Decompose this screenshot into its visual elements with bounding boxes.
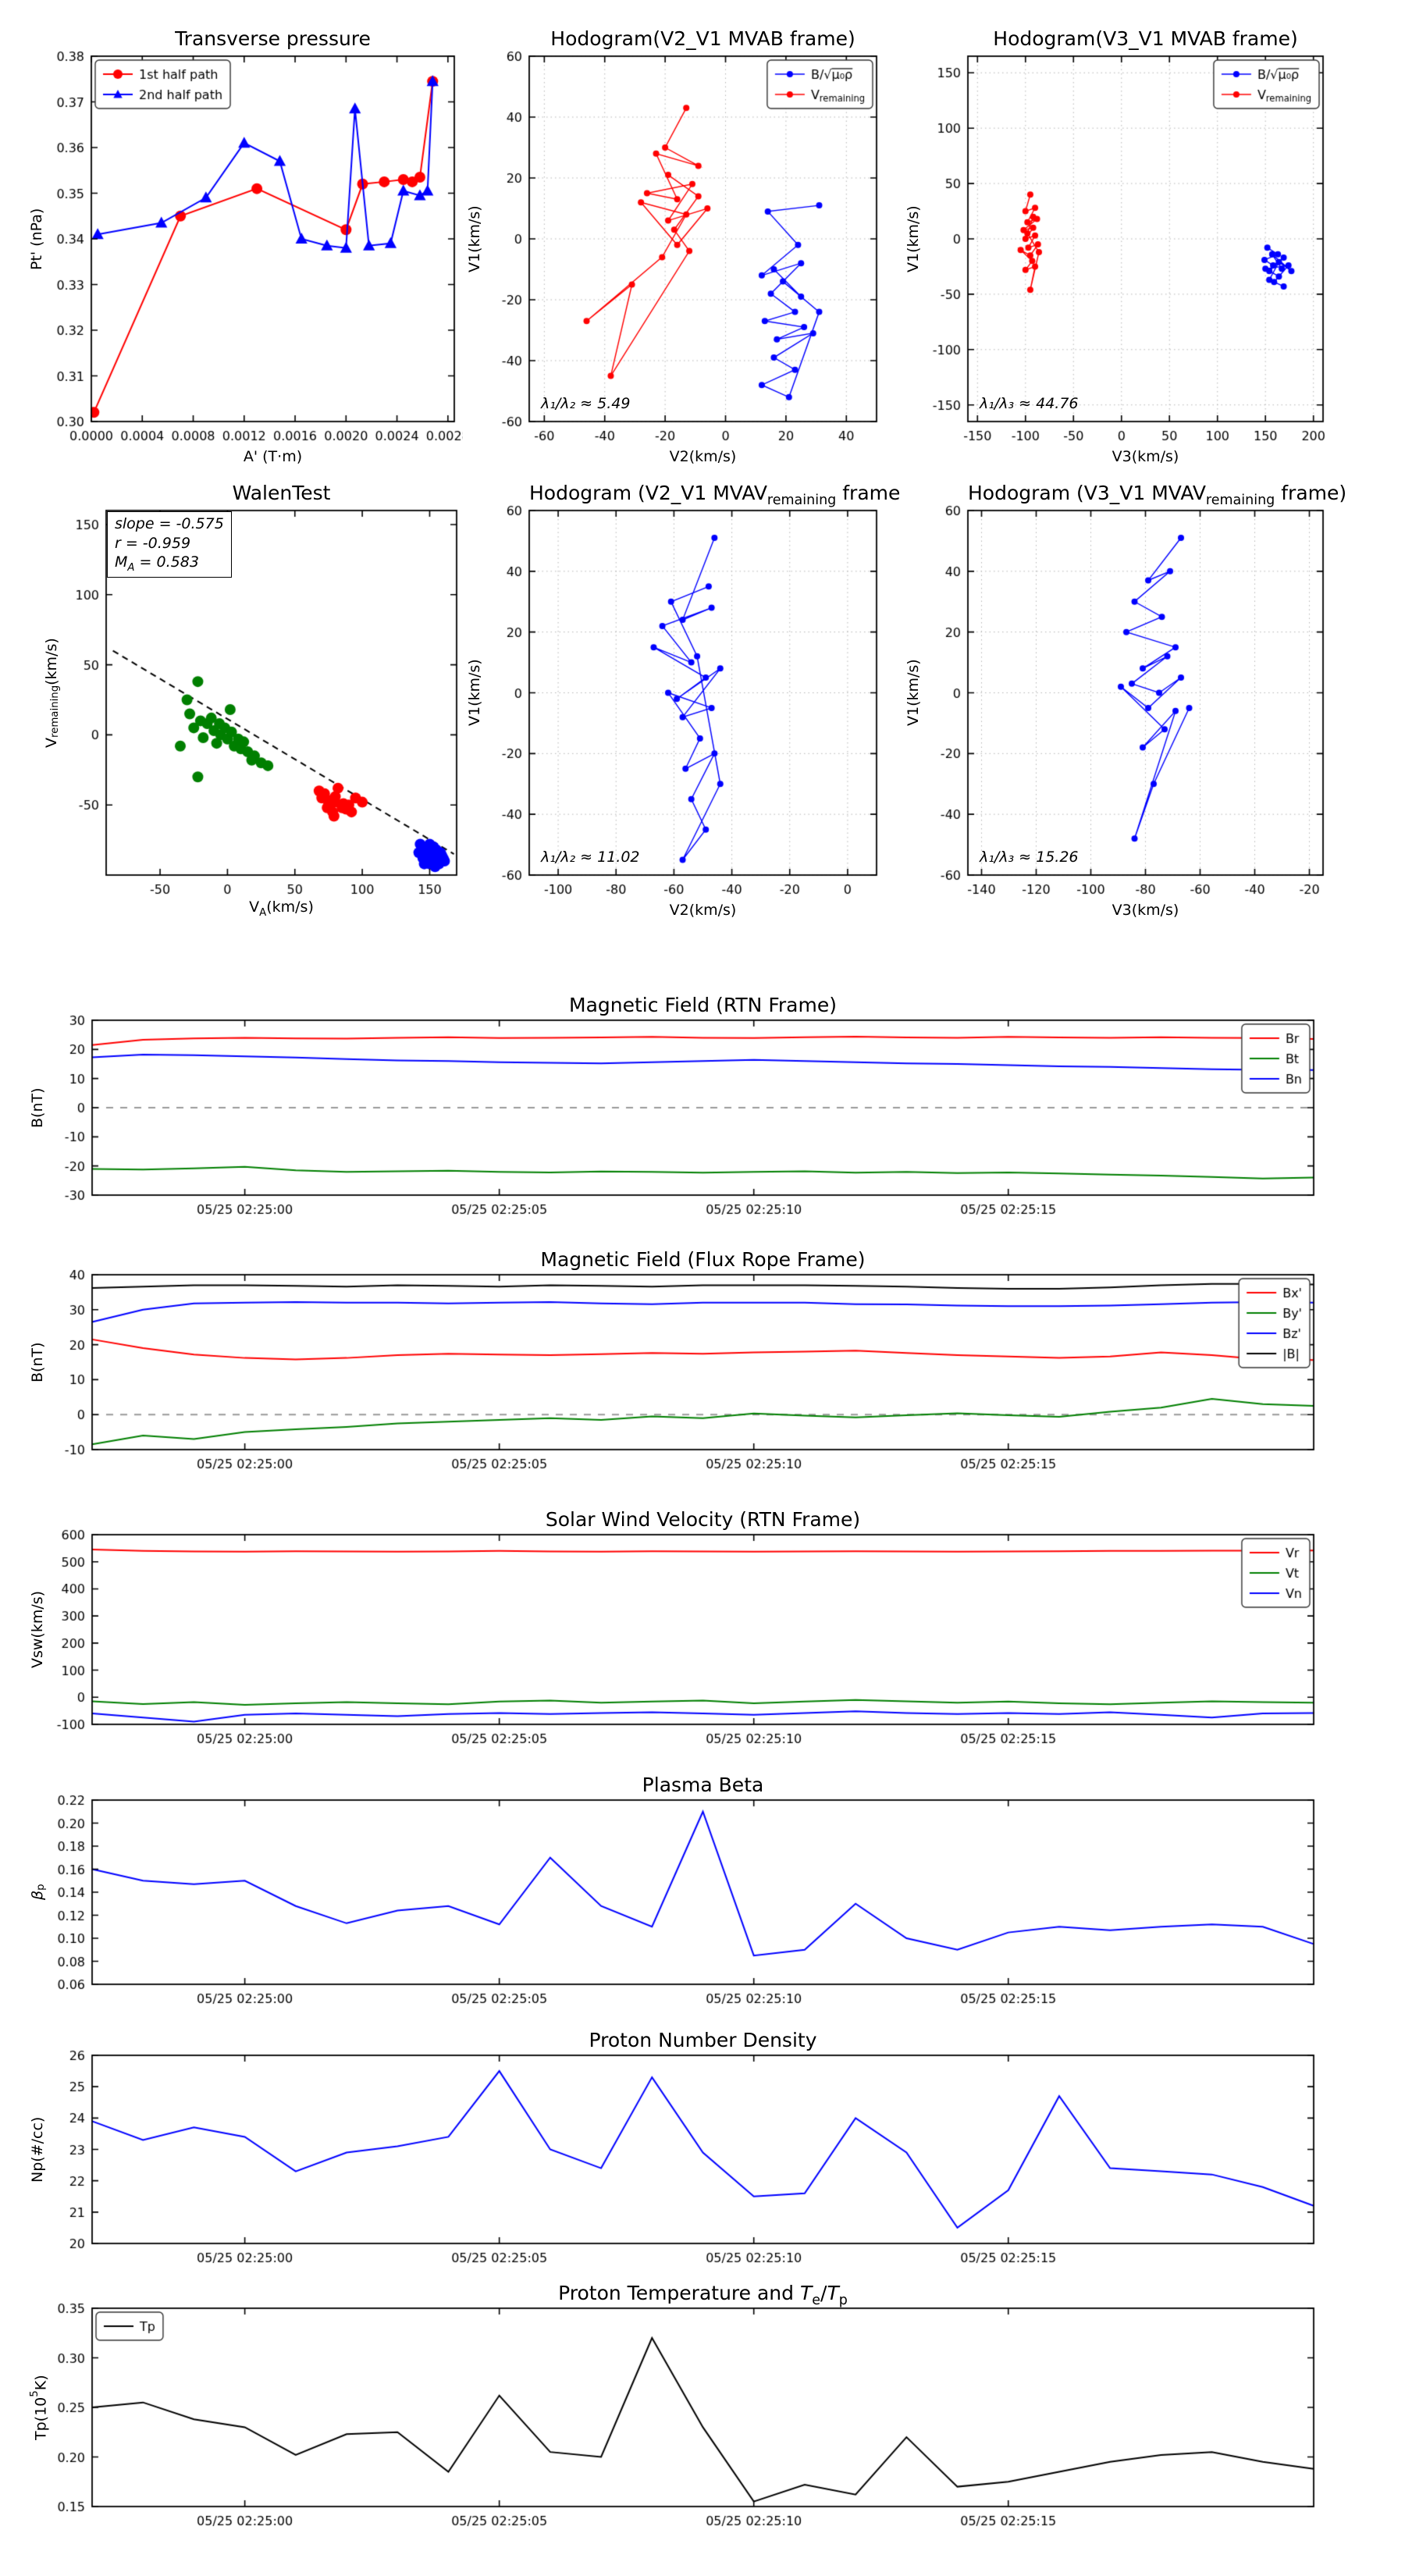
- magnetic-field-flux-rope-chart: [26, 1247, 1328, 1485]
- plot-title: Hodogram (V2_V1 MVAVremaining frame): [529, 482, 909, 508]
- panel-magnetic-field-rtn: Magnetic Field (RTN Frame) B(nT): [26, 993, 1328, 1230]
- solar-wind-velocity-chart: [26, 1507, 1328, 1759]
- x-axis-label: V2(km/s): [669, 448, 737, 465]
- y-axis-label: B(nT): [29, 1342, 46, 1382]
- y-axis-label: Tp(105K): [29, 2375, 50, 2440]
- plot-title: Proton Number Density: [589, 2029, 817, 2051]
- panel-solar-wind-velocity: Solar Wind Velocity (RTN Frame) Vsw(km/s…: [26, 1507, 1328, 1759]
- plot-title: Plasma Beta: [642, 1774, 764, 1796]
- walen-mach-number: MA = 0.583: [115, 553, 199, 575]
- x-axis-label: VA(km/s): [249, 898, 314, 919]
- eigenvalue-ratio-annotation: λ₁/λ₃ ≈ 15.26: [980, 849, 1079, 866]
- transverse-pressure-chart: [25, 23, 468, 470]
- y-axis-label: Pt' (nPa): [28, 208, 45, 270]
- plot-title: Solar Wind Velocity (RTN Frame): [545, 1508, 861, 1531]
- plasma-beta-chart: [26, 1773, 1328, 2019]
- y-axis-label: Vremaining(km/s): [43, 638, 61, 748]
- y-axis-label: B(nT): [29, 1087, 46, 1128]
- y-axis-label: Np(#/cc): [29, 2116, 46, 2183]
- panel-hodogram-v2v1-mvab: Hodogram(V2_V1 MVAB frame) V1(km/s) V2(k…: [463, 23, 891, 470]
- panel-proton-temperature: Proton Temperature and Te/Tp Tp(105K): [26, 2281, 1328, 2542]
- walen-correlation: r = -0.959: [115, 534, 191, 552]
- panel-magnetic-field-flux-rope: Magnetic Field (Flux Rope Frame) B(nT): [26, 1247, 1328, 1485]
- plot-title: WalenTest: [232, 482, 331, 504]
- y-axis-label: βp: [29, 1884, 47, 1901]
- plot-title: Hodogram(V3_V1 MVAB frame): [993, 27, 1298, 50]
- proton-number-density-chart: [26, 2028, 1328, 2279]
- plot-title: Hodogram(V2_V1 MVAB frame): [550, 27, 855, 50]
- eigenvalue-ratio-annotation: λ₁/λ₂ ≈ 5.49: [541, 395, 631, 412]
- panel-proton-number-density: Proton Number Density Np(#/cc): [26, 2028, 1328, 2279]
- proton-temperature-chart: [26, 2281, 1328, 2542]
- panel-walen-test: WalenTest Vremaining(km/s) VA(km/s) slop…: [40, 478, 471, 923]
- x-axis-label: A' (T·m): [243, 448, 303, 465]
- plot-title: Transverse pressure: [175, 27, 371, 50]
- plot-title: Hodogram (V3_V1 MVAVremaining frame): [968, 482, 1347, 508]
- x-axis-label: V3(km/s): [1112, 448, 1179, 465]
- y-axis-label: Vsw(km/s): [29, 1590, 46, 1669]
- panel-hodogram-v3v1-mvav: Hodogram (V3_V1 MVAVremaining frame) V1(…: [902, 478, 1347, 923]
- x-axis-label: V2(km/s): [669, 902, 737, 919]
- y-axis-label: V1(km/s): [466, 659, 483, 727]
- hodogram-v3v1-mvab-chart: [902, 23, 1337, 470]
- walen-test-chart: [40, 478, 471, 923]
- hodogram-v2v1-mvav-chart: [463, 478, 891, 923]
- hodogram-v2v1-mvab-chart: [463, 23, 891, 470]
- eigenvalue-ratio-annotation: λ₁/λ₃ ≈ 44.76: [980, 395, 1079, 412]
- walen-stats-box: slope = -0.575 r = -0.959 MA = 0.583: [107, 511, 232, 578]
- plot-title: Magnetic Field (Flux Rope Frame): [540, 1248, 866, 1271]
- y-axis-label: V1(km/s): [466, 205, 483, 272]
- panel-hodogram-v3v1-mvab: Hodogram(V3_V1 MVAB frame) V1(km/s) V3(k…: [902, 23, 1337, 470]
- walen-slope: slope = -0.575: [115, 515, 224, 532]
- plot-title: Magnetic Field (RTN Frame): [569, 994, 837, 1016]
- panel-transverse-pressure: Transverse pressure Pt' (nPa) A' (T·m): [25, 23, 468, 470]
- eigenvalue-ratio-annotation: λ₁/λ₂ ≈ 11.02: [541, 849, 640, 866]
- plot-title: Proton Temperature and Te/Tp: [558, 2282, 848, 2308]
- x-axis-label: V3(km/s): [1112, 902, 1179, 919]
- panel-hodogram-v2v1-mvav: Hodogram (V2_V1 MVAVremaining frame) V1(…: [463, 478, 909, 923]
- y-axis-label: V1(km/s): [905, 659, 922, 727]
- y-axis-label: V1(km/s): [905, 205, 922, 272]
- hodogram-v3v1-mvav-chart: [902, 478, 1337, 923]
- panel-plasma-beta: Plasma Beta βp: [26, 1773, 1328, 2019]
- magnetic-field-rtn-chart: [26, 993, 1328, 1230]
